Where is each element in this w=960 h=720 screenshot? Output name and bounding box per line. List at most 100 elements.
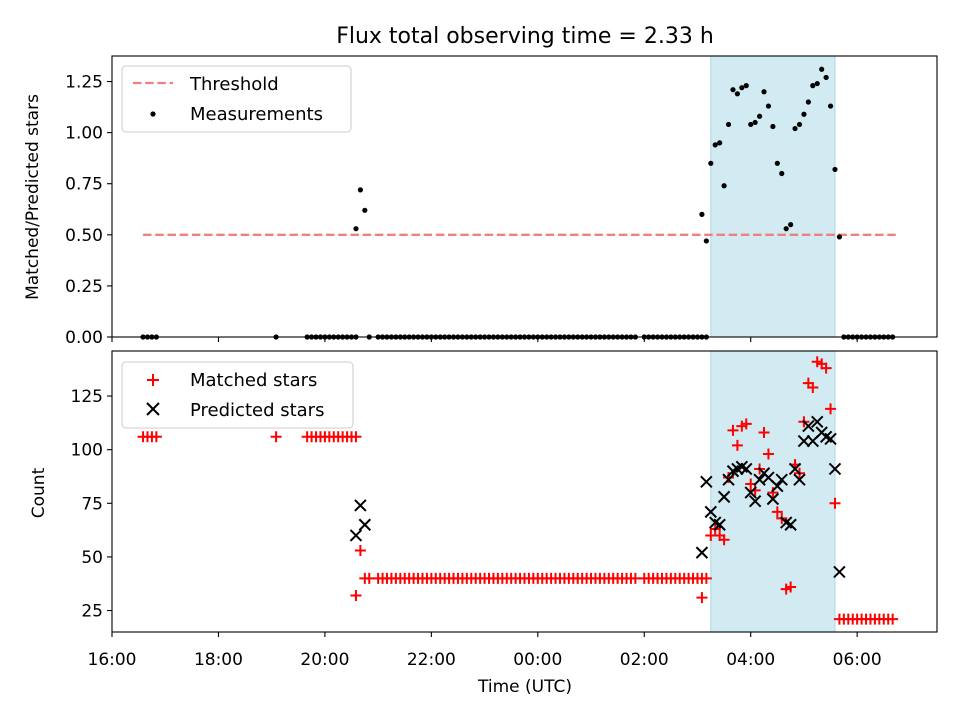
predicted-stars-point [802, 419, 815, 433]
measurement-point [836, 234, 843, 240]
count-legend-frame [121, 361, 354, 429]
ratio-y-tick-label: 0.50 [65, 226, 103, 246]
measurement-point [832, 166, 838, 173]
measurement-point [792, 125, 798, 132]
matched-stars-point [785, 581, 797, 593]
predicted-stars-point [704, 505, 717, 519]
measurement-point [801, 111, 807, 117]
count-axes: 25 50 75 100 125 16:00 18:00 20:00 22:00 00:00 02:… [71, 350, 938, 670]
predicted-stars-point [771, 479, 784, 493]
predicted-stars-point [695, 546, 709, 559]
predicted-stars-point [784, 518, 797, 531]
matched-stars-point [354, 544, 366, 556]
predicted-legend-label: Predicted stars [190, 400, 324, 421]
measurement-point [814, 80, 820, 87]
measurement-point [752, 119, 758, 126]
predicted-stars-point [349, 529, 363, 542]
measurement-point [734, 91, 741, 97]
measurements-legend-swatch [150, 111, 156, 117]
ratio-frame [111, 55, 938, 338]
predicted-stars-point [722, 473, 735, 486]
predicted-stars-point [833, 565, 846, 579]
measurement-point [699, 211, 705, 217]
measurement-point [357, 187, 363, 193]
x-axis-label: Time (UTC) [477, 677, 572, 697]
count-y-tick-label: 50 [81, 548, 103, 568]
measurement-point [819, 66, 825, 72]
ratio-y-axis-label: Matched/Predicted stars [23, 94, 43, 300]
count-y-tick-label: 75 [81, 494, 103, 514]
matched-stars-point [887, 613, 899, 625]
matched-stars-point [771, 506, 783, 518]
x-tick-label: 04:00 [726, 650, 775, 670]
predicted-stars-point [797, 434, 811, 448]
matched-stars-point [762, 448, 774, 460]
ratio-y-tick-label: 0.25 [65, 277, 103, 297]
measurement-point [823, 74, 829, 81]
predicted-stars-point [713, 518, 726, 531]
matched-stars-point [270, 431, 282, 443]
matched-stars-point [731, 439, 743, 451]
ratio-y-tick-label: 1.00 [65, 124, 103, 144]
measurement-point [353, 226, 359, 232]
measurement-point [708, 160, 714, 166]
predicted-stars-point [744, 486, 757, 499]
ratio-observing-span [710, 55, 836, 338]
measurements-legend-label: Measurements [190, 104, 323, 125]
measurement-point [717, 140, 723, 146]
threshold-legend-label: Threshold [189, 74, 279, 95]
predicted-stars-point [824, 432, 837, 446]
matched-stars-point [820, 362, 832, 374]
matched-stars-point [807, 381, 819, 393]
measurement-point [712, 142, 718, 148]
predicted-stars-point [753, 473, 766, 486]
x-tick-label: 06:00 [833, 650, 882, 670]
figure-title: Flux total observing time = 2.33 h [336, 24, 714, 49]
measurement-point [827, 103, 834, 109]
predicted-stars-point [775, 473, 788, 486]
measurement-point [743, 83, 749, 89]
predicted-legend-swatch [146, 402, 160, 416]
count-y-tick-label: 100 [71, 441, 103, 461]
measurement-point [783, 226, 789, 232]
x-tick-label: 22:00 [407, 650, 456, 670]
matched-stars-point [718, 534, 730, 546]
x-tick-label: 00:00 [513, 650, 562, 670]
matched-stars-point [700, 572, 712, 584]
measurement-point [796, 121, 803, 128]
matched-stars-point [767, 487, 779, 499]
matched-stars-point [740, 418, 752, 430]
predicted-stars-point [740, 462, 753, 476]
count-points [137, 356, 899, 625]
measurement-point [721, 183, 727, 189]
measurement-point [725, 121, 732, 128]
x-tick-label: 02:00 [620, 650, 669, 670]
matched-stars-point [829, 497, 841, 509]
predicted-stars-point [766, 492, 780, 506]
matched-stars-point [825, 403, 837, 415]
predicted-stars-point [700, 475, 713, 489]
measurement-point [703, 238, 709, 244]
x-tick-label: 18:00 [194, 650, 243, 670]
predicted-stars-point [354, 499, 367, 512]
measurement-point [739, 85, 745, 91]
predicted-stars-point [748, 494, 762, 508]
ratio-axes: 0.00 0.25 0.50 0.75 1.00 1.25 [65, 55, 938, 348]
x-tick-label: 20:00 [300, 650, 349, 670]
count-legend: Matched stars Predicted stars [121, 361, 354, 429]
matched-stars-point [350, 590, 362, 602]
measurement-point [779, 170, 785, 177]
matched-stars-point [350, 431, 362, 443]
matched-stars-point [727, 424, 739, 436]
predicted-stars-point [358, 518, 372, 531]
count-frame [111, 350, 938, 633]
count-y-tick-label: 25 [81, 602, 103, 622]
matched-stars-point [150, 431, 162, 443]
predicted-stars-point [828, 462, 842, 476]
measurement-point [770, 123, 776, 130]
predicted-stars-point [717, 490, 731, 504]
matched-legend-swatch [147, 374, 159, 386]
matched-stars-point [696, 592, 708, 604]
measurement-point [805, 99, 811, 105]
